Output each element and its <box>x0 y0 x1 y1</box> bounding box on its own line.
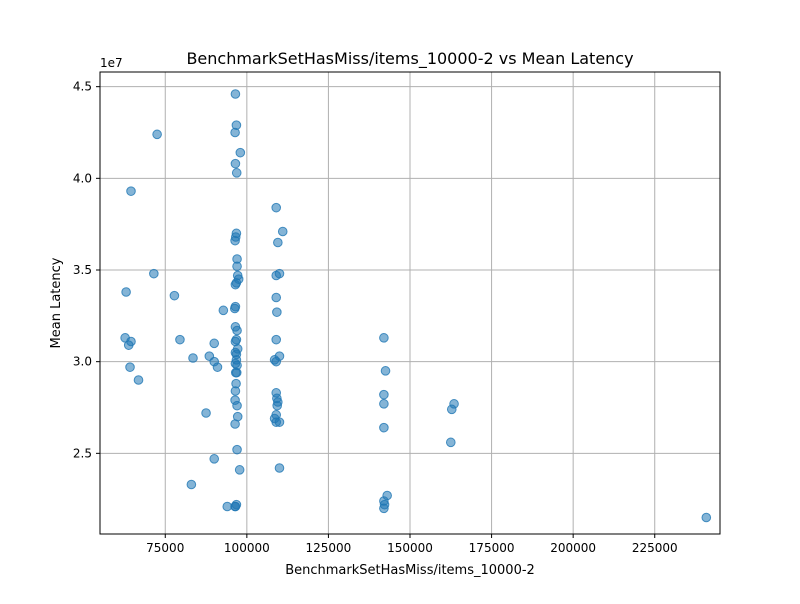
data-point <box>201 408 211 418</box>
data-point <box>121 287 131 297</box>
x-tick-label: 125000 <box>306 541 352 555</box>
data-point <box>230 89 241 99</box>
data-point <box>229 303 240 314</box>
data-points <box>120 89 712 523</box>
data-point <box>272 307 282 317</box>
data-point <box>209 454 220 464</box>
data-point <box>446 404 457 415</box>
data-point <box>271 292 282 303</box>
data-point <box>232 325 242 336</box>
data-point <box>379 389 389 400</box>
y-axis-label: Mean Latency <box>49 257 64 348</box>
data-point <box>232 444 242 455</box>
x-tick-label: 225000 <box>632 541 678 555</box>
data-point <box>272 400 282 411</box>
grid <box>100 72 720 534</box>
y-tick-label: 3.5 <box>73 263 92 277</box>
data-point <box>379 399 389 409</box>
x-axis-label: BenchmarkSetHasMiss/items_10000-2 <box>285 563 535 578</box>
data-point <box>380 366 391 376</box>
data-point <box>230 158 241 169</box>
data-point <box>230 501 240 512</box>
data-point <box>218 305 229 316</box>
data-point <box>212 362 223 372</box>
data-point <box>230 279 241 290</box>
data-point <box>222 501 233 512</box>
y-tick-label: 3.0 <box>73 355 92 369</box>
data-point <box>277 226 288 237</box>
data-point <box>123 340 134 350</box>
data-point <box>379 503 389 514</box>
x-axis-ticks: 75000 100000 125000 150000 175000 200000 22500… <box>146 534 678 555</box>
data-point <box>271 334 282 345</box>
x-tick-label: 100000 <box>224 541 270 555</box>
data-point <box>235 147 246 158</box>
data-point <box>133 375 144 385</box>
data-point <box>271 356 282 367</box>
data-point <box>445 437 456 448</box>
data-point <box>175 334 185 345</box>
data-point <box>274 463 285 473</box>
chart-title: BenchmarkSetHasMiss/items_10000-2 vs Mea… <box>186 49 633 69</box>
data-point <box>230 127 240 138</box>
data-point <box>271 270 282 281</box>
x-tick-label: 150000 <box>387 541 433 555</box>
data-point <box>231 367 242 378</box>
x-tick-label: 175000 <box>469 541 515 555</box>
x-tick-label: 75000 <box>146 541 184 555</box>
data-point <box>149 268 159 279</box>
y-tick-label: 4.0 <box>73 171 92 185</box>
data-point <box>701 512 712 523</box>
y-axis-ticks: 2.5 3.0 3.5 4.0 4.5 <box>73 80 100 460</box>
data-point <box>232 400 242 411</box>
data-point <box>231 168 242 178</box>
data-point <box>230 235 240 246</box>
data-point <box>271 202 282 213</box>
data-point <box>188 353 198 363</box>
data-point <box>230 386 241 396</box>
y-axis-offset-label: 1e7 <box>100 56 123 70</box>
data-point <box>209 338 220 349</box>
data-point <box>125 362 135 372</box>
x-tick-label: 200000 <box>550 541 596 555</box>
data-point <box>234 465 245 475</box>
data-point <box>379 333 389 343</box>
y-tick-label: 4.5 <box>73 80 92 94</box>
data-point <box>232 261 242 272</box>
data-point <box>126 186 136 196</box>
data-point <box>230 419 240 429</box>
data-point <box>169 290 180 301</box>
data-point <box>379 422 389 433</box>
data-point <box>186 479 197 490</box>
data-point <box>152 129 162 140</box>
data-point <box>274 417 285 427</box>
y-tick-label: 2.5 <box>73 446 92 460</box>
data-point <box>273 237 283 248</box>
